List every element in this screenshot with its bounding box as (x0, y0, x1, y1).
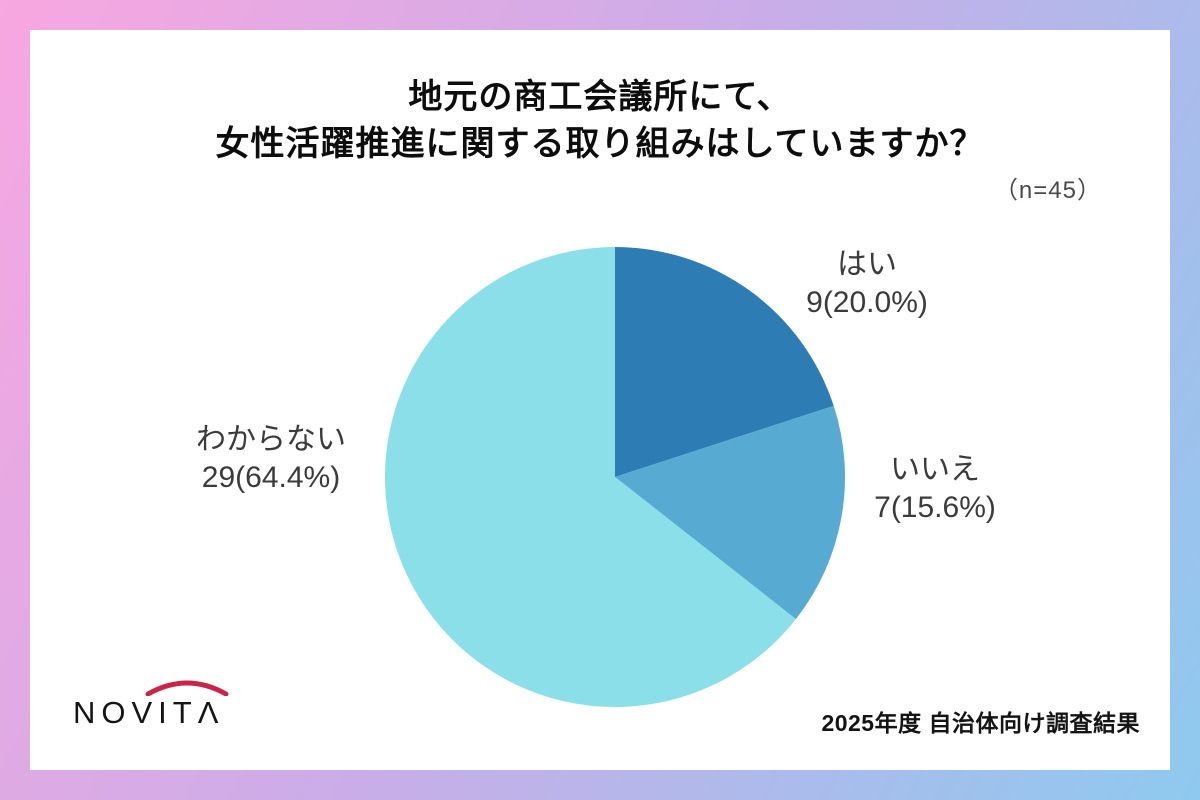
pie-label-yes-value: 9(20.0%) (806, 286, 928, 319)
pie-label-yes-name: はい (836, 248, 897, 281)
pie-slice-0 (615, 247, 834, 477)
logo-arc-path (145, 680, 229, 696)
pie-label-no: いいえ 7(15.6%) (874, 451, 996, 527)
page-title: 地元の商工会議所にて、 女性活躍推進に関する取り組みはしていますか？ (30, 74, 1170, 168)
infographic-card: 地元の商工会議所にて、 女性活躍推進に関する取り組みはしていますか？ （n=45… (30, 30, 1170, 770)
pie-label-unknown: わからない 29(64.4%) (196, 421, 346, 497)
novita-logo: NOVITΛ (73, 680, 229, 730)
pie-chart-svg (385, 247, 845, 707)
logo-text: NOVITΛ (73, 695, 225, 730)
pie-label-no-name: いいえ (889, 453, 980, 486)
pie-label-unknown-value: 29(64.4%) (201, 461, 341, 494)
sample-size-note: （n=45） (993, 177, 1102, 204)
pie-slice-2 (385, 247, 796, 707)
pie-slice-1 (615, 405, 845, 620)
survey-source-note: 2025年度 自治体向け調査結果 (821, 710, 1140, 736)
title-line-1: 地元の商工会議所にて、 (408, 78, 792, 116)
pie-label-no-value: 7(15.6%) (874, 491, 996, 524)
pie-label-yes: はい 9(20.0%) (806, 246, 928, 322)
logo-arc-icon (145, 680, 229, 696)
pie-chart (385, 247, 845, 707)
title-line-2: 女性活躍推進に関する取り組みはしていますか？ (215, 124, 985, 163)
pie-label-unknown-name: わからない (196, 423, 346, 456)
